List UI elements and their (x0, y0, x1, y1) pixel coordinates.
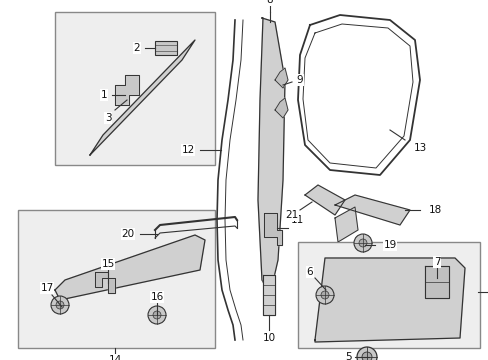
Text: 20: 20 (121, 229, 134, 239)
Text: 9: 9 (296, 75, 303, 85)
Text: 2: 2 (133, 43, 140, 53)
Text: 15: 15 (101, 259, 114, 269)
Circle shape (148, 306, 165, 324)
Text: 6: 6 (306, 267, 313, 277)
Polygon shape (95, 272, 115, 293)
Polygon shape (264, 213, 282, 245)
Bar (55, 12, 215, 165)
Polygon shape (263, 275, 274, 315)
Circle shape (353, 234, 371, 252)
Polygon shape (115, 75, 139, 105)
Text: 16: 16 (150, 292, 163, 302)
Polygon shape (274, 68, 287, 88)
Text: 19: 19 (383, 240, 396, 250)
Polygon shape (305, 185, 345, 215)
Polygon shape (334, 207, 357, 242)
Text: 1: 1 (101, 90, 107, 100)
Circle shape (320, 291, 328, 299)
Text: 8: 8 (266, 0, 273, 5)
Text: 17: 17 (41, 283, 54, 293)
Polygon shape (274, 98, 287, 118)
Text: 7: 7 (433, 257, 439, 267)
Text: 12: 12 (181, 145, 194, 155)
Circle shape (356, 347, 376, 360)
Polygon shape (258, 18, 285, 295)
Polygon shape (314, 258, 464, 342)
Text: 14: 14 (108, 355, 122, 360)
Text: 11: 11 (290, 215, 303, 225)
Polygon shape (334, 195, 409, 225)
Text: 18: 18 (427, 205, 441, 215)
Polygon shape (424, 266, 448, 298)
Circle shape (153, 311, 161, 319)
Text: 13: 13 (412, 143, 426, 153)
Bar (18, 210, 215, 348)
Polygon shape (90, 40, 195, 155)
Circle shape (315, 286, 333, 304)
Circle shape (51, 296, 69, 314)
Text: 10: 10 (262, 333, 275, 343)
Text: 5: 5 (344, 352, 350, 360)
Text: 21: 21 (285, 210, 298, 220)
Circle shape (358, 239, 366, 247)
FancyBboxPatch shape (155, 41, 177, 55)
Bar (297, 242, 479, 348)
Circle shape (361, 352, 371, 360)
Text: 3: 3 (104, 113, 111, 123)
Circle shape (56, 301, 64, 309)
Polygon shape (55, 235, 204, 300)
